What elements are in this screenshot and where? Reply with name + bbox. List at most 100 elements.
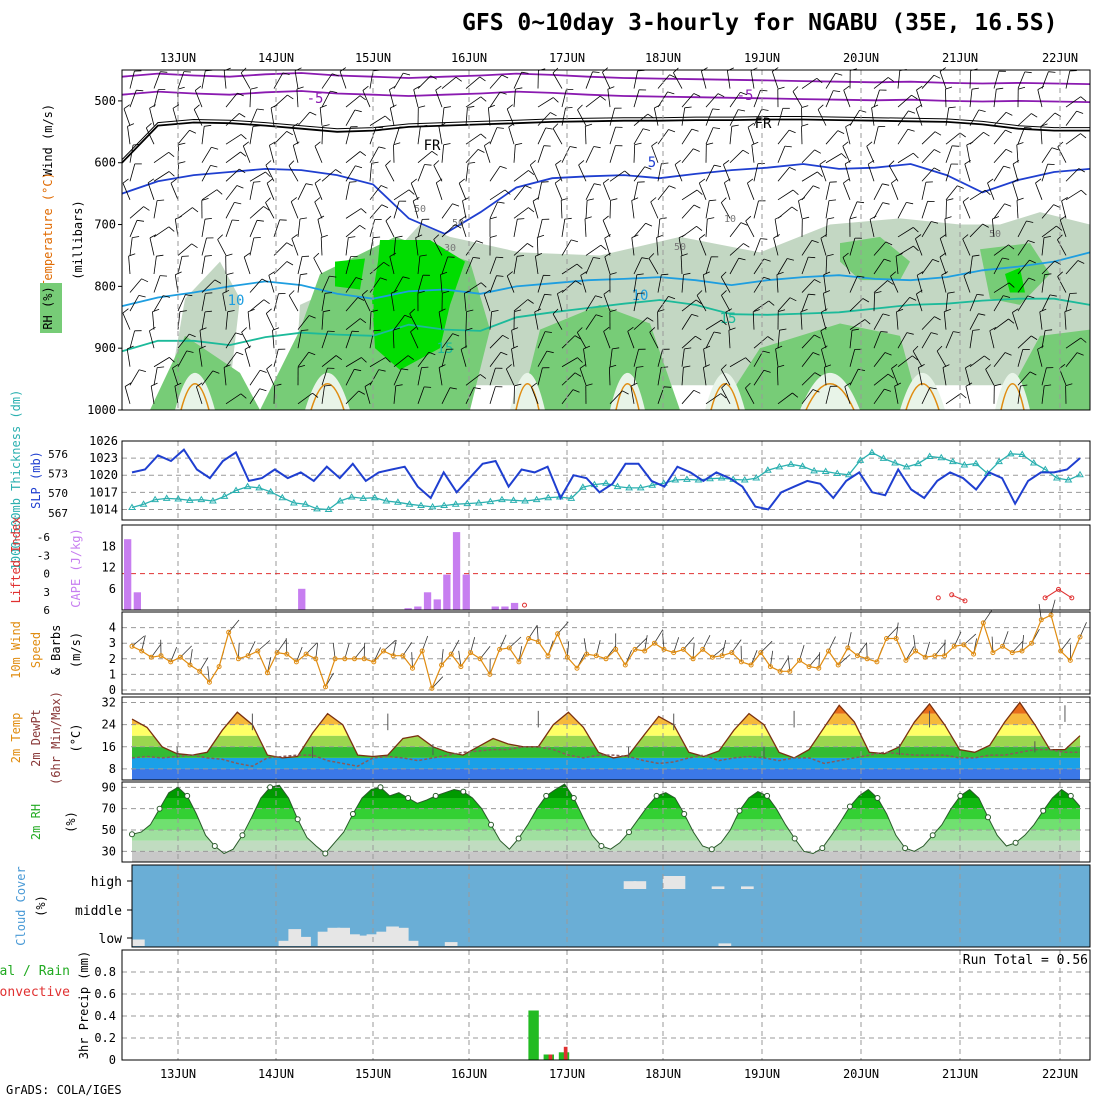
wind-barb (561, 107, 566, 126)
surface-wind-barb (557, 621, 569, 635)
wind-barb-flag (433, 160, 440, 166)
wind-barb-flag (609, 309, 617, 312)
wind-barb-flag (265, 160, 272, 166)
wind-barb (321, 367, 328, 386)
wind-barb (489, 74, 503, 89)
wind-barb (147, 182, 155, 200)
surface-wind-barb (702, 635, 711, 650)
wind-barb-flag (149, 104, 156, 109)
wind-barb-flag (569, 146, 577, 149)
wind-barb (249, 388, 261, 405)
wind-barb-flag (393, 327, 401, 331)
surface-wind-barb (296, 646, 303, 663)
surface-wind-barb (963, 633, 977, 646)
wind-barb (273, 219, 281, 238)
rh-point (184, 792, 191, 799)
date-label-top-8: 21JUN (942, 51, 978, 65)
wind-barb-flag (287, 94, 294, 100)
wind-barb-flag (236, 351, 244, 356)
isotherm-warm-4 (710, 382, 740, 411)
wind-barb-flag (1037, 345, 1044, 350)
surface-wind-barb (770, 650, 774, 667)
wind-barb-flag (776, 271, 784, 275)
wind-barb-flag (472, 257, 481, 259)
wind-barb-flag (725, 308, 733, 313)
wind-speed-point (584, 651, 590, 657)
wind-barb (674, 164, 683, 182)
wind-barb-flag (952, 145, 960, 147)
wind-speed-point (264, 670, 270, 676)
rh-dark-area-1 (372, 240, 465, 370)
wind-barb-flag (354, 109, 362, 113)
wind-speed-point (913, 648, 919, 654)
wind-barb-flag (193, 104, 200, 110)
wind-barb (609, 170, 625, 182)
rh-point (874, 795, 881, 801)
thickness-point (798, 462, 807, 469)
wind-barb (506, 108, 515, 126)
wind-barb-flag (156, 254, 164, 257)
wind-barb-flag (574, 335, 582, 340)
thickness-point (370, 493, 379, 501)
cloud-bar-low (298, 936, 311, 946)
wind-speed-point (564, 654, 570, 660)
cape-bar (443, 574, 451, 610)
date-label-bottom-4: 17JUN (549, 1067, 585, 1081)
wind-barb (153, 171, 170, 182)
wind-barb (603, 331, 611, 349)
wind-barb-flag (354, 368, 362, 372)
wind-barb (801, 77, 818, 89)
wind-barb (844, 163, 851, 182)
wind-barb (513, 299, 529, 312)
thickness-point (185, 496, 194, 503)
wind-barb (389, 256, 395, 275)
wind-barb-flag (992, 216, 1000, 220)
wind-barb (921, 182, 927, 200)
wind-barb-flag (983, 131, 990, 137)
contour-label-9: 50 (414, 204, 426, 215)
wind-barb (511, 348, 515, 367)
cloud-axis-label: Cloud Cover (14, 866, 28, 945)
wind-speed-point (458, 664, 464, 670)
wind-barb (750, 70, 755, 89)
wind-barb-flag (143, 206, 150, 211)
wind-barb (918, 367, 923, 386)
precip-tick-4: 0.8 (94, 965, 116, 979)
thickness-point (463, 499, 472, 507)
rh-band-4 (132, 808, 1080, 820)
cloud-level-label-middle: middle (75, 904, 122, 919)
thickness-line (131, 451, 1081, 511)
wind-barb (552, 128, 563, 145)
wind-barb-flag (141, 278, 149, 283)
wind-barb (705, 393, 722, 405)
wind-barb (825, 255, 828, 275)
wind-barb-flag (528, 170, 535, 176)
wind-barb-flag (438, 364, 446, 368)
wind-barb (369, 163, 372, 182)
rh-axis-label: RH (%) (41, 286, 55, 329)
rh-point (294, 816, 301, 823)
wind-barb (963, 275, 971, 293)
wind-barb (849, 275, 858, 293)
wind-barb-flag (1076, 110, 1084, 114)
wind-barb-flag (476, 240, 484, 244)
wind-barb (633, 182, 639, 200)
wind-barb-flag (557, 289, 564, 295)
wind-barb (537, 350, 548, 367)
wind-speed-point (651, 640, 657, 646)
wind-tick-0: 0 (109, 683, 116, 697)
wind-barb (345, 95, 361, 108)
wind-barb (729, 126, 733, 145)
wind-barb-flag (707, 217, 715, 220)
wind-barb-flag (647, 113, 654, 119)
wind-barb-flag (1012, 178, 1019, 183)
wind-barb (389, 89, 395, 108)
date-label-bottom-9: 22JUN (1042, 1067, 1078, 1081)
wind-barb-flag (157, 366, 165, 368)
wind-barb-flag (1040, 123, 1048, 127)
wind-barb-flag (627, 326, 634, 332)
wind-barb (843, 182, 851, 200)
wind-barb (321, 355, 337, 368)
surface-wind-barb (886, 626, 898, 639)
thickness-point (1018, 450, 1027, 457)
